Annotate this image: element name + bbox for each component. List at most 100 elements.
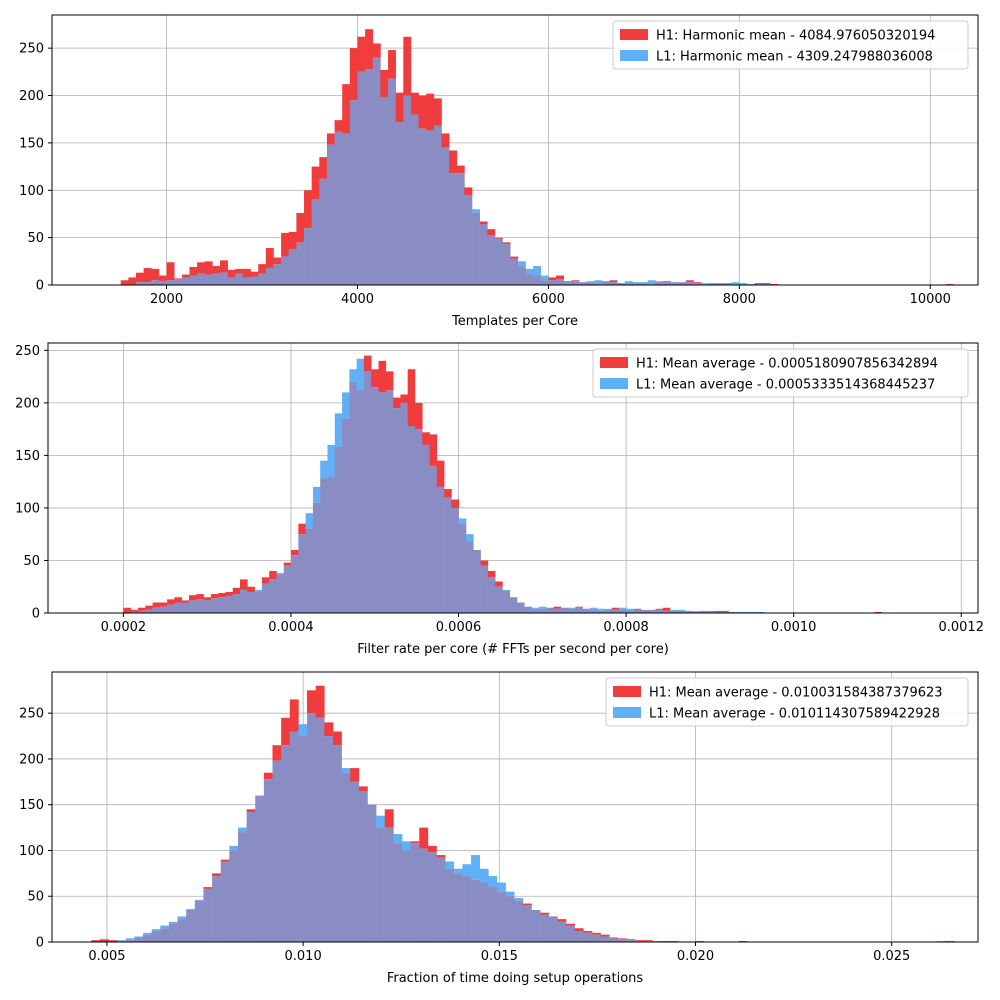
l1-histogram-bar [349,369,357,382]
h1-histogram-bar [137,607,146,611]
l1-histogram-bar [505,891,515,897]
l1-histogram-bar [465,534,474,542]
overlap-histogram-bar [479,882,489,942]
h1-histogram-bar [685,280,694,283]
legend-label-l1: L1: Harmonic mean - 4309.247988036008 [656,50,933,65]
overlap-histogram-bar [137,610,146,613]
overlap-histogram-bar [281,256,290,285]
overlap-histogram-bar [320,478,328,613]
x-tick-label: 0.0004 [268,620,314,635]
l1-histogram-bar [589,607,598,610]
overlap-histogram-bar [617,939,627,942]
histogram-panel-3: 0.005 0.010 0.015 0.020 0.025 0 50 100 150 200 250… [19,671,979,986]
l1-histogram-bar [276,573,285,575]
overlap-histogram-bar [436,486,445,613]
overlap-histogram-bar [556,279,564,285]
h1-histogram-bar [566,923,575,926]
h1-histogram-bar [553,606,562,609]
h1-histogram-bar [334,120,343,132]
y-tick-label: 0 [36,279,44,294]
overlap-histogram-bar [250,276,259,285]
h1-histogram-bar [591,932,601,935]
overlap-histogram-bar [296,242,305,285]
overlap-histogram-bar [212,876,222,942]
overlap-histogram-bar [601,281,610,285]
l1-histogram-bar [342,392,350,419]
overlap-histogram-bar [315,717,325,942]
h1-histogram-bar [210,594,219,599]
overlap-histogram-bar [261,583,270,613]
overlap-histogram-bar [311,199,320,285]
x-tick-label: 0.025 [873,949,910,964]
overlap-histogram-bar [143,282,152,285]
h1-histogram-bar [662,607,671,611]
overlap-histogram-bar [626,940,636,942]
h1-histogram-bar [152,602,161,608]
overlap-histogram-bar [677,610,685,613]
l1-histogram-bar [670,609,678,611]
overlap-histogram-bar [263,779,273,942]
overlap-histogram-bar [212,273,221,285]
overlap-histogram-bar [560,607,569,613]
l1-histogram-bar [341,768,351,773]
histogram-panel-2: 0.0002 0.0004 0.0006 0.0008 0.0010 0.0012 0 50 1… [15,342,984,657]
l1-histogram-bar [691,610,700,612]
h1-histogram-bar [269,570,277,580]
h1-histogram-bar [522,903,532,906]
overlap-histogram-bar [403,95,412,286]
h1-histogram-bar [393,397,401,409]
overlap-histogram-bar [453,873,463,942]
h1-histogram-bar [332,731,342,746]
h1-histogram-bar [120,280,129,285]
overlap-histogram-bar [168,923,178,942]
overlap-histogram-bar [247,591,255,613]
overlap-histogram-bar [502,590,511,613]
overlap-histogram-bar [422,444,430,613]
overlap-histogram-bar [670,282,679,285]
h1-histogram-bar [235,268,244,274]
overlap-histogram-bar [269,579,277,613]
h1-histogram-bar [575,606,583,608]
h1-histogram-bar [643,940,653,942]
overlap-histogram-bar [410,114,419,285]
l1-histogram-bar [540,275,549,281]
overlap-histogram-bar [319,178,328,285]
overlap-histogram-bar [197,273,206,285]
h1-histogram-bar [246,809,256,813]
overlap-histogram-bar [289,731,299,942]
h1-histogram-bar [556,275,564,280]
overlap-histogram-bar [203,600,212,613]
h1-histogram-bar [91,940,101,942]
l1-histogram-bar [626,608,634,611]
overlap-histogram-bar [265,267,274,285]
l1-histogram-bar [471,855,480,880]
y-tick-label: 0 [36,936,44,951]
overlap-histogram-bar [546,607,554,613]
h1-histogram-bar [288,231,297,249]
h1-histogram-bar [611,607,620,610]
overlap-histogram-bar [357,71,366,285]
h1-histogram-bar [258,264,267,274]
overlap-histogram-bar [514,900,524,942]
axes-frame [47,342,979,614]
h1-histogram-bar [220,859,230,862]
h1-histogram-bar [626,939,636,941]
h1-histogram-bar [151,268,160,281]
l1-histogram-bar [517,261,526,267]
overlap-histogram-bar [574,931,584,942]
overlap-histogram-bar [393,408,401,613]
axes-frame [51,671,979,943]
overlap-histogram-bar [358,790,368,942]
overlap-histogram-bar [548,280,557,285]
y-tick-label: 200 [19,89,44,104]
x-tick-label: 0.0012 [938,620,984,635]
overlap-histogram-bar [332,745,342,942]
overlap-histogram-bar [473,549,481,613]
legend-swatch-h1 [600,357,628,368]
h1-histogram-bar [371,369,379,388]
overlap-histogram-bar [342,133,351,285]
overlap-histogram-bar [495,586,503,613]
overlap-histogram-bar [240,589,248,613]
l1-histogram-bar [619,607,627,610]
h1-histogram-bar [212,873,222,877]
